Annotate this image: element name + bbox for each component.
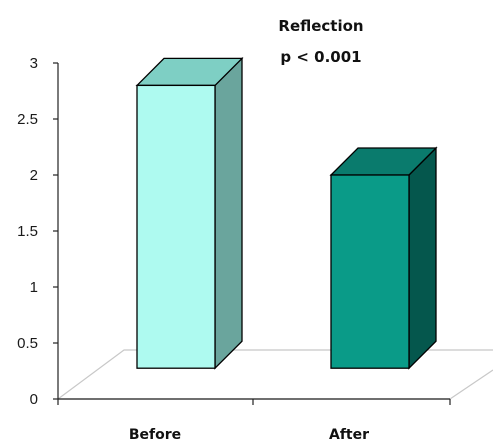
y-tick-label: 2.5 xyxy=(17,111,38,128)
chart-subtitle: p < 0.001 xyxy=(280,48,361,66)
floor-outline xyxy=(57,349,493,400)
y-tick-label: 1 xyxy=(30,279,38,296)
y-tick-label: 1.5 xyxy=(17,223,38,240)
x-axis xyxy=(57,398,451,405)
y-axis: 0 0.5 1 1.5 2 2.5 3 xyxy=(17,55,59,408)
chart-floor xyxy=(57,349,493,400)
bar-before xyxy=(135,56,244,370)
category-labels: Before After xyxy=(129,427,369,442)
y-tick-label: 3 xyxy=(30,55,38,72)
x-category-label: After xyxy=(329,427,369,442)
y-tick-label: 2 xyxy=(30,167,38,184)
bar-after xyxy=(329,146,438,370)
chart-title: Reflection xyxy=(278,17,363,35)
bar-side-face xyxy=(214,56,243,370)
bar-front-face xyxy=(136,84,216,369)
bar-front-face xyxy=(330,174,410,369)
y-tick-label: 0.5 xyxy=(17,335,38,352)
x-category-label: Before xyxy=(129,427,181,442)
bar-side-face xyxy=(408,146,437,370)
bars xyxy=(135,56,438,370)
y-tick-label: 0 xyxy=(30,391,38,408)
